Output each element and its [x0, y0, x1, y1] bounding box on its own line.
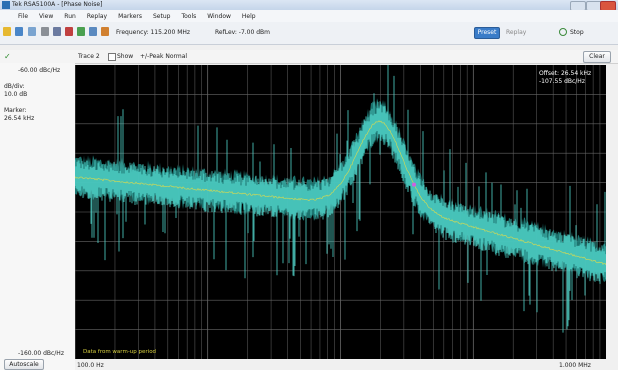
- average-line: [75, 120, 606, 266]
- show-checkbox[interactable]: [108, 53, 116, 61]
- toolbar-icon[interactable]: [3, 27, 11, 36]
- bottom-scale-label: -160.00 dBc/Hz: [18, 350, 64, 357]
- detection-selector[interactable]: +/-Peak Normal: [140, 53, 188, 60]
- preset-button[interactable]: Preset: [474, 27, 500, 39]
- replay-button[interactable]: Replay: [506, 29, 527, 36]
- dbdiv-label: dB/div:: [4, 83, 25, 90]
- marker-label: Marker:: [4, 107, 27, 114]
- trace-selector[interactable]: Trace 2: [78, 53, 100, 60]
- menu-item[interactable]: Run: [64, 12, 76, 20]
- menu-item[interactable]: File: [18, 12, 29, 20]
- phase-noise-plot: Offset: 26.54 kHz -107.55 dBc/Hz Data fr…: [75, 65, 606, 359]
- trace: [75, 65, 606, 333]
- toolbar-icon[interactable]: [65, 27, 73, 36]
- marker-level-readout: -107.55 dBc/Hz: [539, 78, 585, 85]
- dbdiv-value[interactable]: 10.0 dB: [4, 91, 28, 98]
- toolbar-icon[interactable]: [15, 27, 23, 36]
- check-icon: ✓: [4, 52, 11, 61]
- toolbar: Frequency: 115.200 MHz RefLev: -7.00 dBm…: [0, 22, 618, 45]
- warmup-note: Data from warm-up period: [83, 349, 156, 355]
- toolbar-icon[interactable]: [53, 27, 61, 36]
- frequency-field[interactable]: Frequency: 115.200 MHz: [116, 29, 191, 36]
- stop-icon: [559, 28, 567, 36]
- menu-item[interactable]: Markers: [118, 12, 142, 20]
- menu-item[interactable]: Replay: [86, 12, 108, 20]
- autoscale-button[interactable]: Autoscale: [4, 359, 44, 370]
- trace-bar: ✓ Trace 2 Show +/-Peak Normal Clear: [0, 50, 618, 64]
- menu-item[interactable]: Setup: [152, 12, 171, 20]
- menu-item[interactable]: Window: [207, 12, 231, 20]
- menu-item[interactable]: Help: [241, 12, 256, 20]
- toolbar-icon[interactable]: [89, 27, 97, 36]
- app-icon: [2, 1, 10, 9]
- menu-bar: File View Run Replay Markers Setup Tools Window…: [0, 10, 618, 22]
- field-frame: [145, 27, 205, 37]
- marker-dot: [412, 182, 416, 187]
- toolbar-icon[interactable]: [41, 27, 49, 36]
- x-start-label: 100.0 Hz: [77, 362, 104, 369]
- marker-value[interactable]: 26.54 kHz: [4, 115, 35, 122]
- toolbar-icon[interactable]: [28, 27, 36, 36]
- top-scale-label: -60.00 dBc/Hz: [18, 67, 61, 74]
- toolbar-icon[interactable]: [77, 27, 85, 36]
- title-bar: Tek RSA5100A - [Phase Noise]: [0, 0, 618, 11]
- x-stop-label: 1.000 MHz: [559, 362, 591, 369]
- trace-band: [75, 98, 606, 282]
- stop-button[interactable]: Stop: [570, 29, 584, 36]
- show-label: Show: [117, 53, 134, 60]
- menu-item[interactable]: View: [39, 12, 54, 20]
- toolbar-icon[interactable]: [101, 27, 109, 36]
- left-panel: -60.00 dBc/Hz dB/div: 10.0 dB Marker: 26…: [0, 63, 75, 370]
- x-axis-bar: 100.0 Hz 1.000 MHz: [75, 360, 618, 370]
- reflevel-field[interactable]: RefLev: -7.00 dBm: [215, 29, 270, 36]
- window-title: Tek RSA5100A - [Phase Noise]: [12, 1, 103, 8]
- menu-item[interactable]: Tools: [181, 12, 197, 20]
- marker-offset-readout: Offset: 26.54 kHz: [539, 70, 591, 77]
- clear-button[interactable]: Clear: [583, 51, 611, 63]
